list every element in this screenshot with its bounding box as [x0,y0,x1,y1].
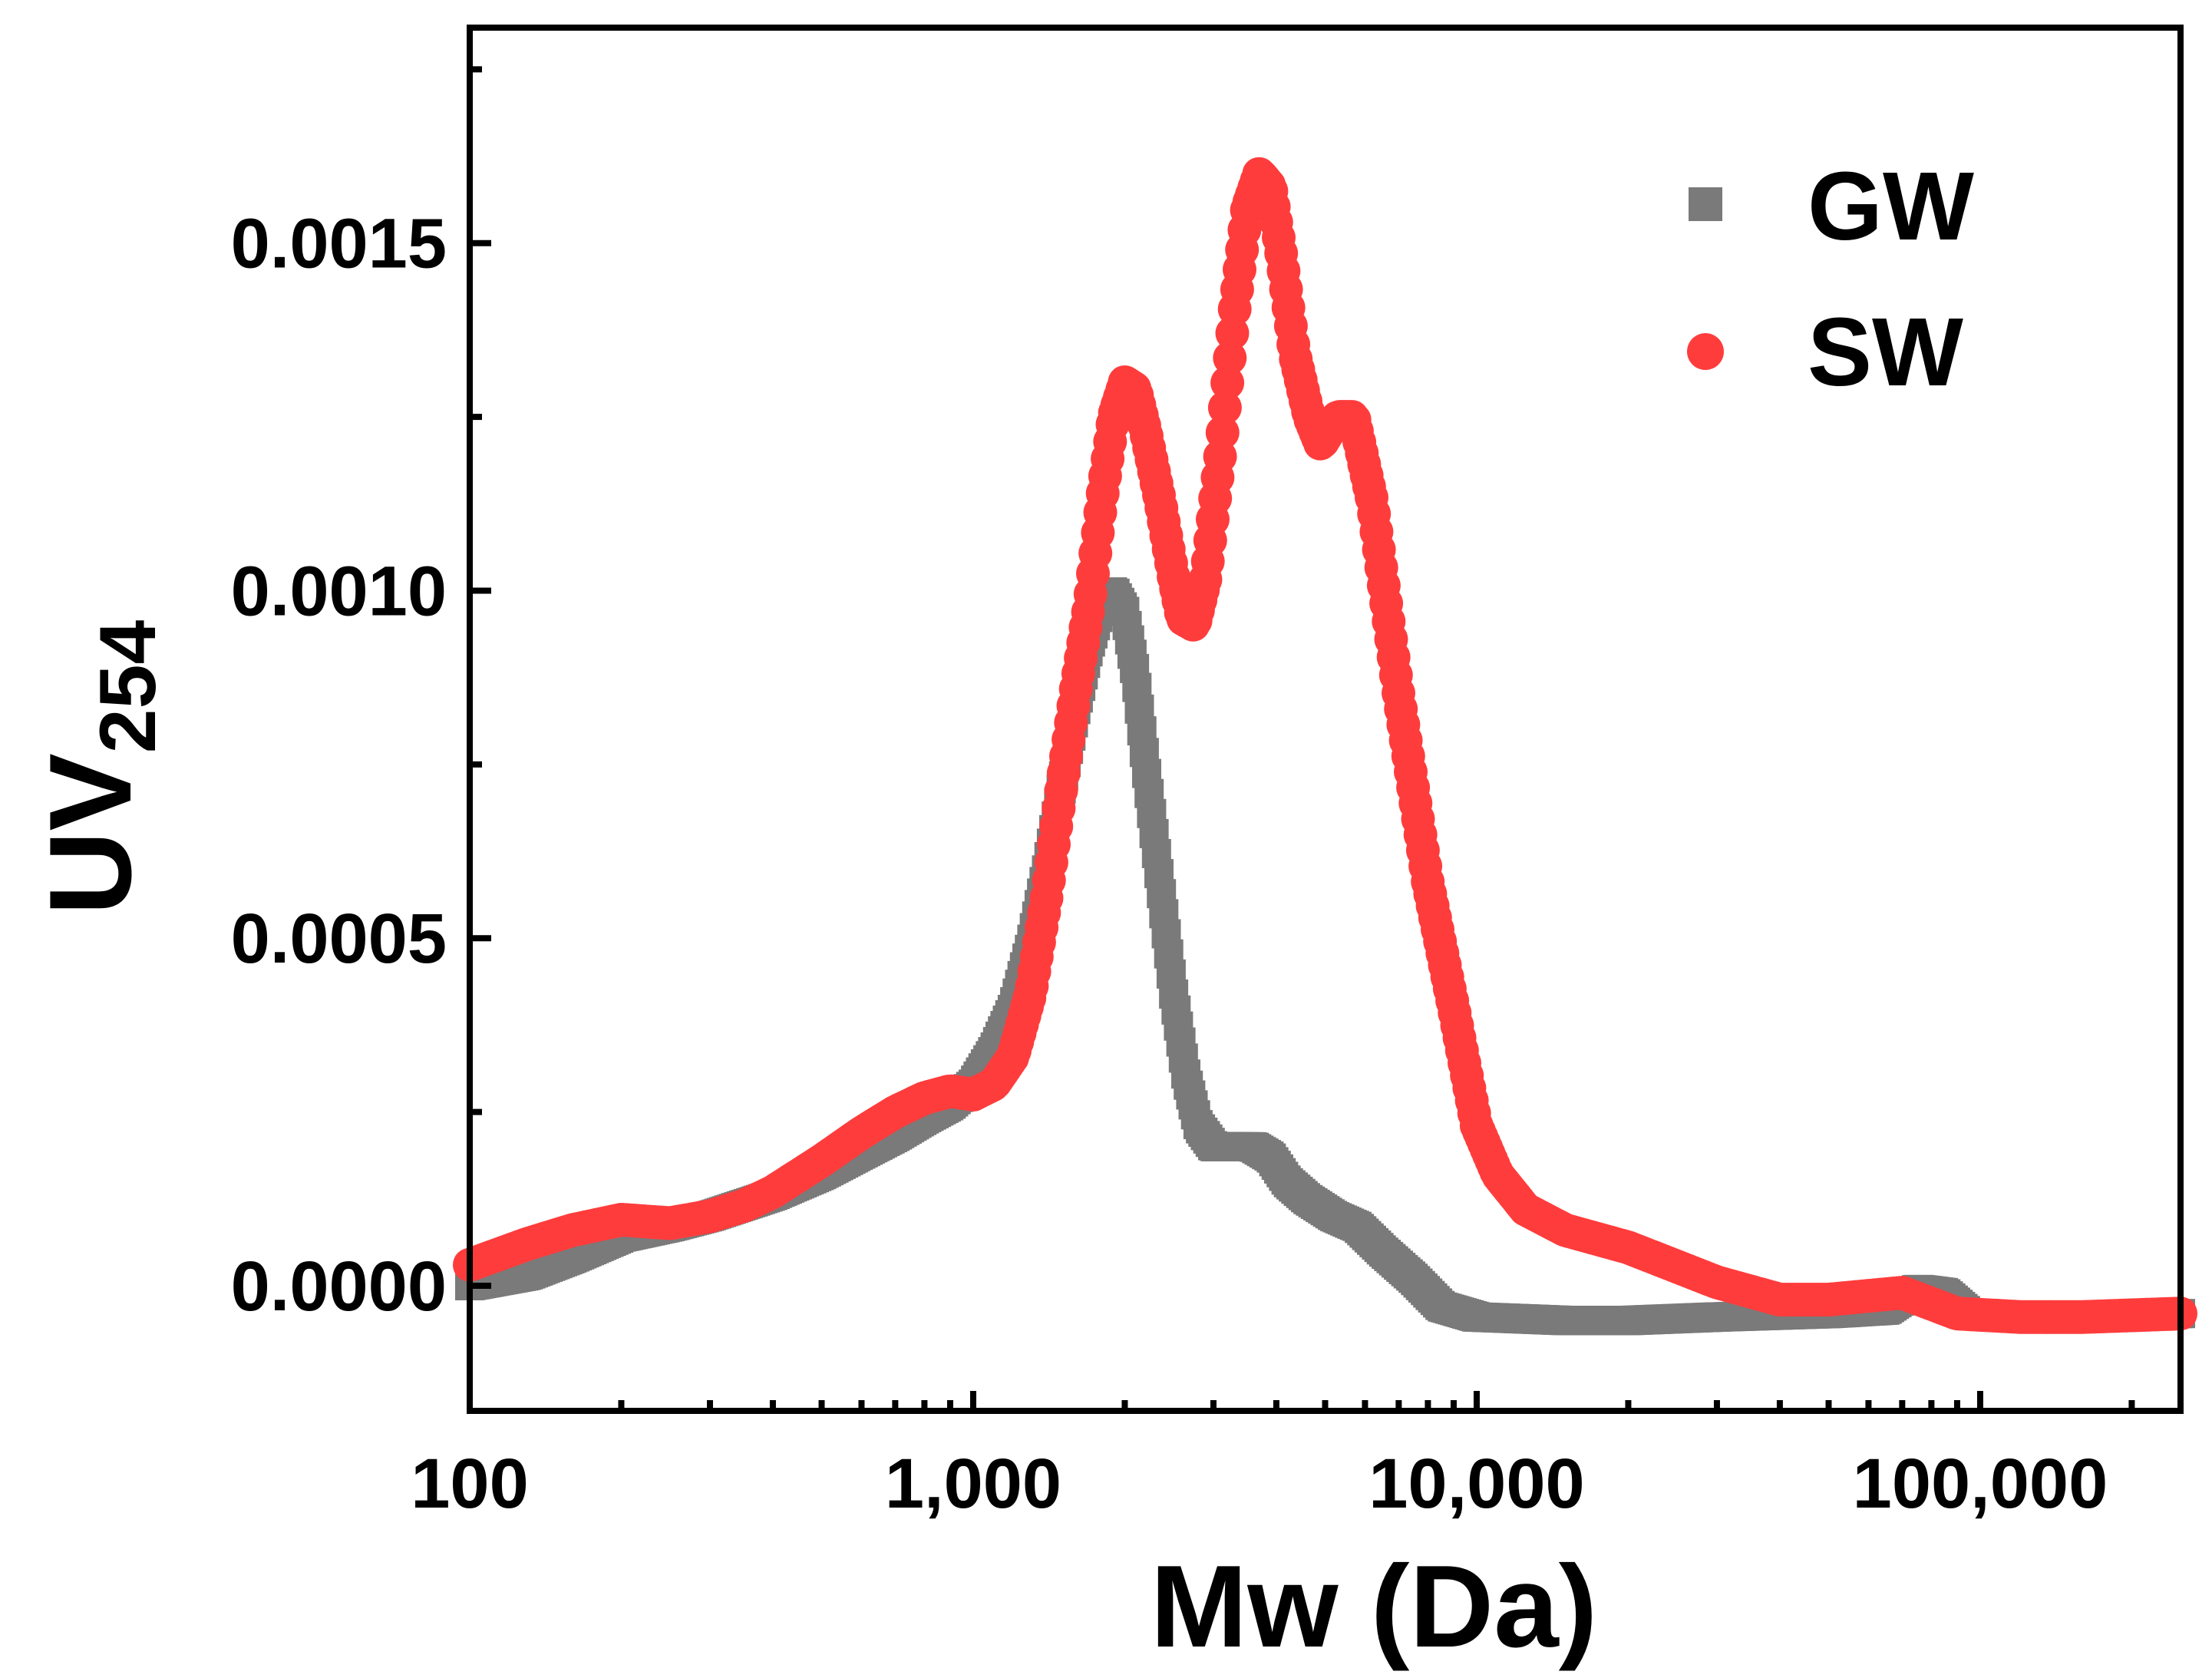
series-sw [453,157,2197,1334]
legend-label-gw: GW [1808,152,1974,260]
x-axis-title: Mw (Da) [1151,1541,1598,1672]
y-axis-title-main: UV [25,753,156,915]
series-layer [453,157,2197,1336]
axis-ticks [467,66,2135,1411]
y-tick-label: 0.0005 [231,900,447,978]
axis-tick-labels: 100 1,000 10,000 100,000 0.0000 0.0005 0.0010 0… [231,205,2108,1523]
legend: GW SW [1687,152,1974,406]
series-sw-point [1210,365,1245,400]
y-axis-title: UV254 [25,620,173,916]
legend-marker-sw [1687,333,1724,370]
svg-text:UV254: UV254 [25,620,173,916]
series-sw-point [1205,415,1240,450]
x-tick-label: 100 [411,1445,529,1523]
legend-marker-gw [1689,187,1722,221]
x-tick-label: 100,000 [1853,1445,2108,1523]
y-tick-label: 0.0000 [231,1247,447,1326]
y-tick-label: 0.0010 [231,552,447,630]
x-tick-label: 1,000 [885,1445,1061,1523]
series-sw-point [1207,391,1242,425]
series-sw-point [1213,341,1247,375]
x-tick-label: 10,000 [1368,1445,1584,1523]
y-axis-title-subscript: 254 [84,620,173,754]
y-tick-label: 0.0015 [231,205,447,283]
legend-label-sw: SW [1808,298,1963,406]
